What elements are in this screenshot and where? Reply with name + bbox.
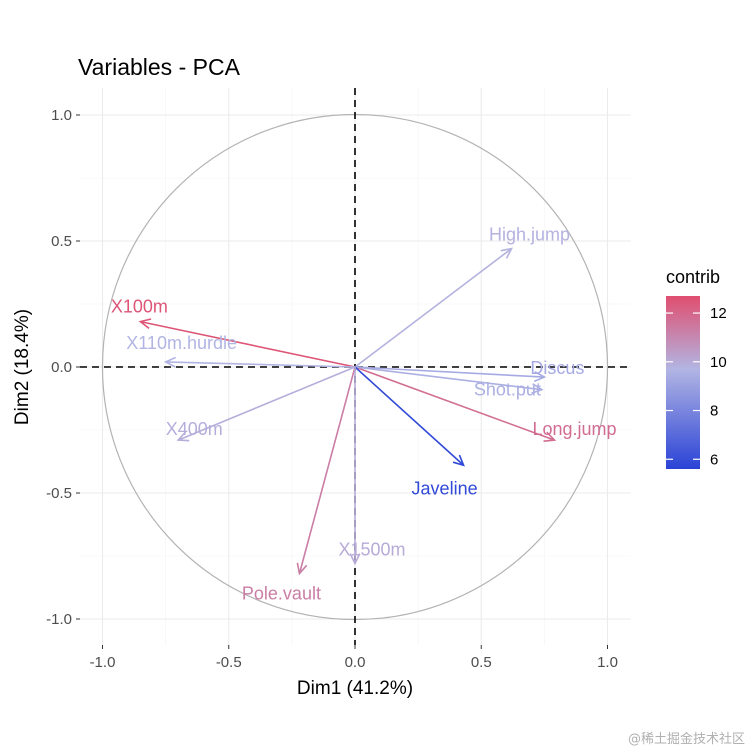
label-discus: Discus [530,358,584,378]
x-tick-label: -1.0 [90,654,116,671]
legend-tick-label: 8 [710,403,718,420]
label-x1500m: X1500m [338,540,405,560]
x-tick-label: 0.0 [345,654,366,671]
label-high-jump: High.jump [489,225,570,245]
arrow-x100m [140,320,356,368]
arrow-head [533,371,547,383]
arrow-head [296,562,308,576]
y-axis-ticks: -1.0 -0.5 0.0 0.5 1.0 [46,107,80,628]
label-shot-put: Shot.put [474,380,541,400]
arrow-head [349,553,361,566]
watermark-text: @稀土掘金技术社区 [627,732,745,747]
arrow-shot-put [354,366,542,391]
y-tick-label: 1.0 [51,107,72,124]
variable-arrows [138,247,557,576]
arrow-head [543,431,557,442]
legend-tick-label: 6 [710,451,718,468]
arrow-head [531,383,544,394]
arrow-javeline [354,366,465,466]
arrow-discus [354,366,545,378]
label-x400m: X400m [166,419,223,439]
legend-ticks: 6 8 10 12 [666,305,727,468]
x-tick-label: -0.5 [216,654,242,671]
arrow-long-jump [354,366,555,441]
legend-tick-label: 10 [710,354,727,371]
x-axis-ticks: -1.0 -0.5 0.0 0.5 1.0 [90,645,618,671]
arrow-head [138,318,152,330]
y-tick-label: -1.0 [46,611,72,628]
arrow-head [452,454,465,467]
legend-title: contrib [666,267,720,287]
x-tick-label: 1.0 [597,654,618,671]
arrow-high-jump [354,247,513,368]
x-axis-title: Dim1 (41.2%) [297,678,413,699]
legend-colorbar [666,296,700,469]
legend: contrib 6 8 10 12 [666,267,727,469]
y-tick-label: 0.5 [51,233,72,250]
label-long-jump: Long.jump [532,419,616,439]
label-pole-vault: Pole.vault [242,584,321,604]
variable-labels: X100m Long.jump Shot.put High.jump X400m X110… [111,225,617,604]
arrow-x400m [177,366,356,441]
label-x110m-hurdle: X110m.hurdle [126,333,237,353]
label-x100m: X100m [111,297,168,317]
legend-tick-label: 12 [710,305,727,322]
label-javeline: Javeline [412,478,478,498]
chart-title: Variables - PCA [78,54,241,80]
arrow-head [176,431,190,442]
y-tick-label: 0.0 [51,359,72,376]
arrow-head [500,247,514,259]
arrow-pole-vault [298,366,356,574]
arrow-head [163,356,176,368]
y-axis-title: Dim2 (18.4%) [12,309,33,425]
y-tick-label: -0.5 [46,485,72,502]
x-tick-label: 0.5 [471,654,492,671]
arrow-x110m-hurdle [165,361,356,368]
